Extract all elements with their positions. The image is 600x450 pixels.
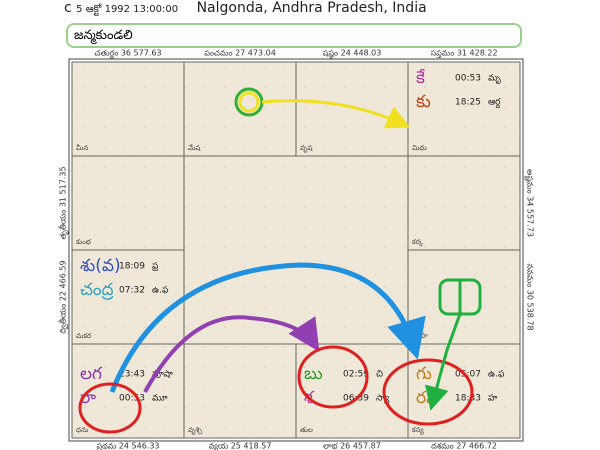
sign-label: వృష [300, 144, 313, 153]
center-box [183, 155, 409, 345]
house-label: ద్వితీయం 22 466.59 [59, 260, 69, 333]
house-cell [183, 343, 297, 439]
sign-label: కన్య [412, 426, 424, 435]
prefix: c [64, 0, 72, 16]
planet-name: గు [416, 364, 432, 384]
house-cell [295, 61, 409, 157]
arrow [425, 313, 462, 411]
datetime: 5 ఆక్టో 1992 13:00:00 [76, 4, 179, 15]
planet-time: 07:32 [119, 286, 145, 296]
arrow [143, 315, 320, 393]
sign-label: మిథు [412, 144, 427, 152]
planet-star: స్వా [376, 394, 390, 405]
planet-star: ఉ.ఫ [488, 370, 505, 380]
house-label: వ్యయ 25 418.57 [209, 442, 272, 450]
sign-label: తుల [300, 426, 313, 434]
house-cell [407, 155, 521, 251]
house-label: చతుర్ధం 36 577.63 [94, 49, 161, 60]
planet-time: 18:25 [455, 98, 481, 108]
planet-star: మృ [488, 74, 501, 85]
arrow [109, 262, 426, 393]
circle-annotation [238, 91, 260, 113]
house-cell [183, 61, 297, 157]
house-label: సప్తమం 31 428.22 [430, 49, 497, 59]
title: జన్మకుండలి [66, 23, 522, 48]
planet-name: చంద్ర [80, 280, 114, 300]
place: Nalgonda, Andhra Pradesh, India [196, 0, 427, 16]
house-cell [71, 61, 185, 157]
circle-annotation [78, 382, 142, 434]
planet-name: శు(వ) [80, 256, 121, 276]
frame [68, 58, 524, 442]
header: c 5 ఆక్టో 1992 13:00:00 Nalgonda, Andhra… [64, 0, 427, 17]
house-cell [71, 155, 185, 251]
house-cell [71, 249, 185, 345]
sign-label: మకర [76, 332, 92, 340]
annotations [78, 87, 482, 434]
planet-time: 00:53 [119, 394, 145, 404]
house-cell [407, 61, 521, 157]
planet-time: 05:07 [455, 370, 481, 380]
sign-label: కుంభ [76, 238, 92, 246]
planet-star: చి [376, 370, 383, 380]
planet-time: 23:43 [119, 370, 145, 380]
planet-time: 18:09 [119, 262, 145, 272]
house-label: పంచమం 27 473.04 [204, 49, 276, 58]
house-label: ప్రథమ 24 546.33 [96, 442, 159, 450]
planet-time: 00:53 [455, 74, 481, 84]
sign-label: ధను [76, 426, 89, 434]
house-label: అష్టమం 34 557.73 [523, 169, 534, 237]
planet-name: కే [416, 68, 425, 88]
planet-star: పూషా [152, 370, 174, 380]
planet-star: ఫ్ర [151, 262, 159, 272]
planet-name: బు [304, 364, 323, 384]
house-label: లాభ 26 457.87 [323, 442, 381, 450]
circle-annotation [382, 358, 474, 426]
planet-star: మూ [152, 394, 168, 404]
house-label: నవమం 30 538.78 [526, 263, 535, 330]
planet-time: 18:33 [455, 394, 481, 404]
circle-annotation [297, 345, 369, 409]
house-cell [407, 249, 521, 345]
planet-star: హ [488, 394, 498, 404]
house-label: షష్ఠం 24 448.03 [323, 49, 382, 60]
house-cell [295, 343, 409, 439]
planet-name: కు [416, 92, 431, 112]
planet-name: లగ [80, 364, 103, 384]
arrow [261, 99, 411, 129]
sign-label: మేష [188, 144, 201, 152]
planet-star: ఆర్ద [488, 98, 501, 109]
planet-time: 02:59 [343, 370, 369, 380]
sign-label: సింహ [412, 332, 428, 340]
sign-label: మీన [76, 144, 88, 152]
planet-name: రా [80, 388, 96, 408]
house-label: తృతీయం 31 517.35 [59, 166, 70, 239]
sign-label: వృశ్చి [188, 426, 202, 435]
sign-label: కర్క [412, 238, 424, 247]
planet-star: ఉ.ఫ [152, 286, 169, 296]
house-label: దశమం 27 466.72 [431, 442, 497, 450]
